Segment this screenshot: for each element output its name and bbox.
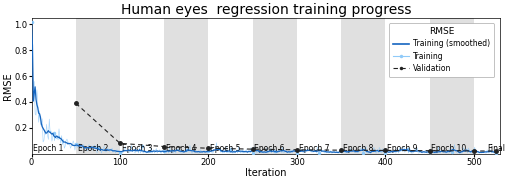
Text: Final: Final [486, 144, 504, 153]
X-axis label: Iteration: Iteration [245, 168, 286, 178]
Bar [76, 18, 120, 154]
Text: Epoch 7: Epoch 7 [298, 144, 329, 153]
Bar [252, 18, 296, 154]
Text: Epoch 9: Epoch 9 [386, 144, 417, 153]
Text: Epoch 1: Epoch 1 [33, 144, 64, 153]
Text: Epoch 10: Epoch 10 [431, 144, 466, 153]
Bar [341, 18, 385, 154]
Text: Epoch 8: Epoch 8 [342, 144, 373, 153]
Text: Epoch 3: Epoch 3 [122, 144, 152, 153]
Y-axis label: RMSE: RMSE [3, 72, 13, 100]
Text: Epoch 5: Epoch 5 [210, 144, 240, 153]
Text: Epoch 4: Epoch 4 [166, 144, 196, 153]
Text: Epoch 2: Epoch 2 [77, 144, 108, 153]
Title: Human eyes  regression training progress: Human eyes regression training progress [121, 3, 410, 17]
Text: Epoch 6: Epoch 6 [254, 144, 285, 153]
Legend: Training (smoothed), Training, Validation: Training (smoothed), Training, Validatio… [388, 23, 493, 77]
Bar [429, 18, 473, 154]
Bar [164, 18, 208, 154]
